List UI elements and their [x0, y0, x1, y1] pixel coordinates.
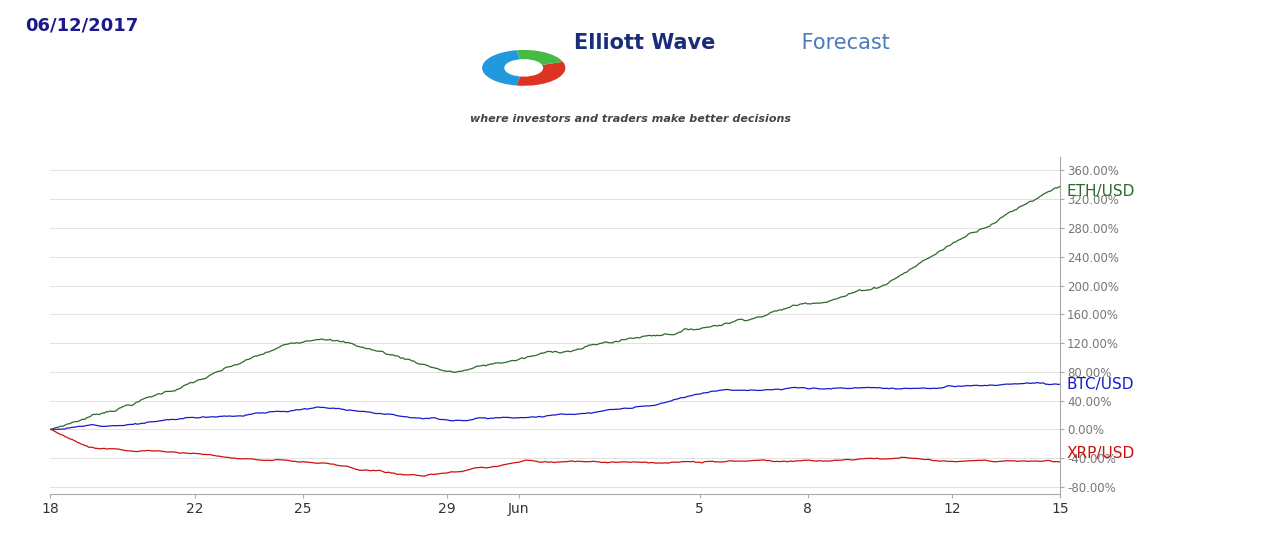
Text: XRP/USD: XRP/USD — [1066, 446, 1135, 460]
Text: Elliott Wave: Elliott Wave — [574, 33, 716, 53]
Text: BTC/USD: BTC/USD — [1066, 376, 1133, 392]
Text: Forecast: Forecast — [795, 33, 890, 53]
Wedge shape — [482, 50, 524, 85]
Text: 06/12/2017: 06/12/2017 — [25, 16, 139, 34]
Wedge shape — [516, 50, 563, 68]
Text: where investors and traders make better decisions: where investors and traders make better … — [471, 114, 791, 124]
Wedge shape — [516, 62, 565, 86]
Circle shape — [505, 60, 543, 76]
Text: ETH/USD: ETH/USD — [1066, 185, 1135, 199]
